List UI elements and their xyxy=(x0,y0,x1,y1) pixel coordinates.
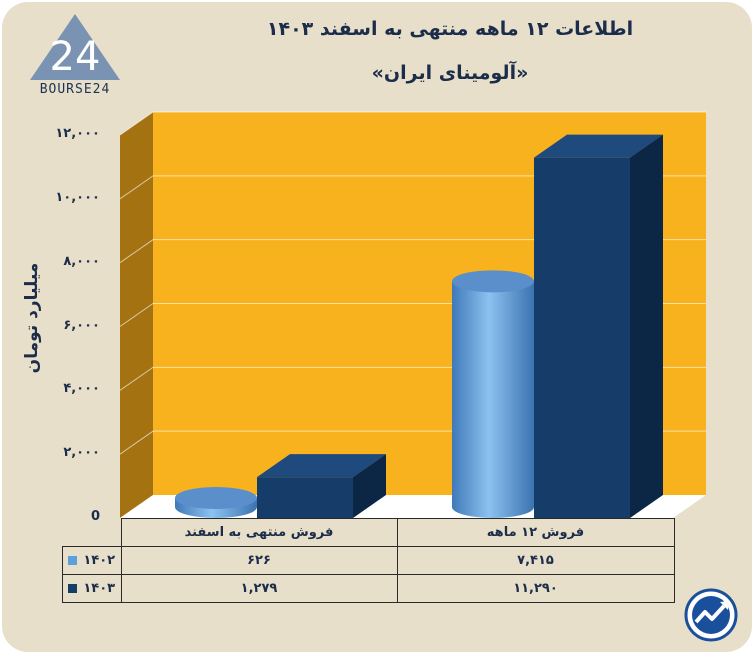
value-1402-year: ۷,۴۱۵ xyxy=(396,546,675,575)
gridline xyxy=(119,175,706,200)
gridline xyxy=(119,239,706,264)
y-tick-label: 0 xyxy=(90,509,100,524)
bar-1402-2 xyxy=(452,270,534,518)
value-1402-month: ۶۲۶ xyxy=(120,546,398,575)
y-tick-label: ۴,۰۰۰ xyxy=(63,381,100,397)
category-label-1: فروش منتهی به اسفند xyxy=(120,518,398,547)
chart-title: اطلاعات ۱۲ ماهه منتهی به اسفند ۱۴۰۳ xyxy=(266,18,634,40)
gridline xyxy=(119,111,706,136)
bar-1402-1 xyxy=(175,487,257,518)
data-table: فروش منتهی به اسفند فروش ۱۲ ماهه ۱۴۰۲ ۶۲… xyxy=(62,518,675,603)
legend-1403: ۱۴۰۳ xyxy=(68,581,115,596)
bar-1403-2 xyxy=(534,134,663,518)
legend-label-1402: ۱۴۰۲ xyxy=(83,553,116,568)
value-1403-year: ۱۱,۲۹۰ xyxy=(396,574,675,603)
y-tick-label: ۶,۰۰۰ xyxy=(63,317,100,333)
legend-label-1403: ۱۴۰۳ xyxy=(83,581,116,596)
logo-text: BOURSE24 xyxy=(39,82,111,97)
legend-1402: ۱۴۰۲ xyxy=(68,553,115,568)
y-tick-label: ۱۰,۰۰۰ xyxy=(55,189,100,205)
y-tick-label: ۸,۰۰۰ xyxy=(63,253,100,269)
y-tick-label: ۱۲,۰۰۰ xyxy=(55,126,100,141)
logo-mark-text: 24 xyxy=(50,34,101,80)
table-row-1403: ۱۴۰۳ ۱,۲۷۹ ۱۱,۲۹۰ xyxy=(62,574,675,603)
table-row-1402: ۱۴۰۲ ۶۲۶ ۷,۴۱۵ xyxy=(62,546,675,575)
bourse24-logo: 24 xyxy=(30,14,120,80)
legend-swatch-1402 xyxy=(68,556,78,565)
legend-swatch-1403 xyxy=(68,584,78,593)
value-1403-month: ۱,۲۷۹ xyxy=(120,574,398,603)
trend-arrow-icon xyxy=(684,588,738,642)
chart-subtitle: «آلومینای ایران» xyxy=(371,62,529,84)
bar-1403-1 xyxy=(257,454,386,518)
category-label-2: فروش ۱۲ ماهه xyxy=(396,518,675,547)
y-tick-label: ۲,۰۰۰ xyxy=(63,445,100,461)
